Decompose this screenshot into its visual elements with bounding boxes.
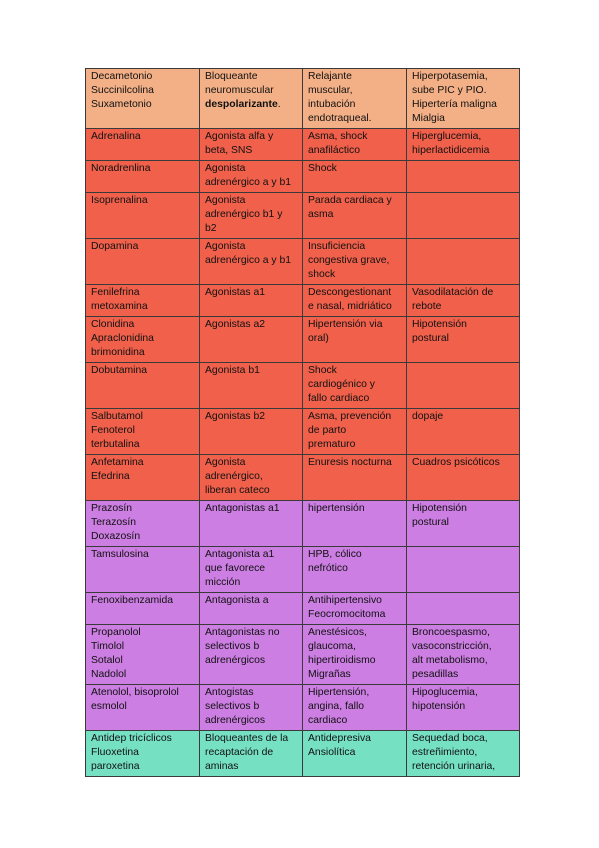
- indication-cell: Descongestionant e nasal, midriático: [302, 284, 407, 317]
- side-effects-cell: Hiperpotasemia, sube PIC y PIO. Hiperter…: [406, 68, 520, 129]
- drug-name-cell: Atenolol, bisoprolol esmolol: [85, 684, 200, 731]
- drug-name-cell: Propanolol Timolol Sotalol Nadolol: [85, 624, 200, 685]
- drug-name-cell: Salbutamol Fenoterol terbutalina: [85, 408, 200, 455]
- table-row: Propanolol Timolol Sotalol Nadolol Antago…: [85, 624, 520, 685]
- mechanism-cell: Agonista adrenérgico b1 y b2: [199, 192, 303, 239]
- drug-name-cell: Decametonio Succinilcolina Suxametonio: [85, 68, 200, 129]
- drug-name-cell: Dobutamina: [85, 362, 200, 409]
- indication-cell: hipertensión: [302, 500, 407, 547]
- table-row: Anfetamina Efedrina Agonista adrenérgico,…: [85, 454, 520, 501]
- indication-cell: Parada cardiaca y asma: [302, 192, 407, 239]
- drug-name-cell: Anfetamina Efedrina: [85, 454, 200, 501]
- mechanism-cell: Agonista adrenérgico a y b1: [199, 238, 303, 285]
- table-row: Adrenalina Agonista alfa y beta, SNS Asma,…: [85, 128, 520, 161]
- side-effects-cell: Sequedad boca, estreñimiento, retención …: [406, 730, 520, 777]
- table-row: Clonidina Apraclonidina brimonidina Agoni…: [85, 316, 520, 363]
- mechanism-cell: Antagonista a1 que favorece micción: [199, 546, 303, 593]
- side-effects-cell: Broncoespasmo, vasoconstricción, alt met…: [406, 624, 520, 685]
- drug-name-cell: Isoprenalina: [85, 192, 200, 239]
- table-row: Dobutamina Agonista b1 Shock cardiogénico …: [85, 362, 520, 409]
- indication-cell: Antidepresiva Ansiolítica: [302, 730, 407, 777]
- drug-name-cell: Tamsulosina: [85, 546, 200, 593]
- mechanism-cell: Antagonista a: [199, 592, 303, 625]
- indication-cell: Enuresis nocturna: [302, 454, 407, 501]
- table-row: Prazosín Terazosín Doxazosín Antagonistas…: [85, 500, 520, 547]
- mechanism-text: Bloqueante neuromuscular: [205, 71, 274, 96]
- side-effects-cell: [406, 592, 520, 625]
- table-row: Isoprenalina Agonista adrenérgico b1 y b2…: [85, 192, 520, 239]
- drug-table-body: Decametonio Succinilcolina Suxametonio B…: [85, 68, 520, 777]
- mechanism-cell: Antogistas selectivos b adrenérgicos: [199, 684, 303, 731]
- mechanism-cell: Agonista b1: [199, 362, 303, 409]
- table-row: Salbutamol Fenoterol terbutalina Agonista…: [85, 408, 520, 455]
- side-effects-cell: [406, 546, 520, 593]
- table-row: Noradrenlina Agonista adrenérgico a y b1 S…: [85, 160, 520, 193]
- drug-name-cell: Dopamina: [85, 238, 200, 285]
- table-row: Atenolol, bisoprolol esmolol Antogistas s…: [85, 684, 520, 731]
- mechanism-cell: Agonista adrenérgico, liberan cateco: [199, 454, 303, 501]
- side-effects-cell: Hipoglucemia, hipotensión: [406, 684, 520, 731]
- mechanism-suffix: .: [277, 99, 281, 110]
- indication-cell: Insuficiencia congestiva grave, shock: [302, 238, 407, 285]
- mechanism-cell: Bloqueantes de la recaptación de aminas: [199, 730, 303, 777]
- table-row: Antidep tricíclicos Fluoxetina paroxetin…: [85, 730, 520, 777]
- mechanism-emphasis: despolarizante: [205, 99, 278, 110]
- drug-table: Decametonio Succinilcolina Suxametonio B…: [85, 68, 520, 777]
- mechanism-cell: Agonista alfa y beta, SNS: [199, 128, 303, 161]
- side-effects-cell: [406, 238, 520, 285]
- table-row: Fenoxibenzamida Antagonista a Antihiperten…: [85, 592, 520, 625]
- indication-cell: Shock: [302, 160, 407, 193]
- indication-cell: Relajante muscular, intubación endotraqu…: [302, 68, 407, 129]
- mechanism-cell: Agonistas b2: [199, 408, 303, 455]
- drug-name-cell: Fenoxibenzamida: [85, 592, 200, 625]
- side-effects-cell: Hipotensión postural: [406, 500, 520, 547]
- side-effects-cell: Hipotensión postural: [406, 316, 520, 363]
- mechanism-cell: Agonistas a1: [199, 284, 303, 317]
- side-effects-cell: Vasodilatación de rebote: [406, 284, 520, 317]
- mechanism-cell: Antagonistas no selectivos b adrenérgico…: [199, 624, 303, 685]
- drug-name-cell: Prazosín Terazosín Doxazosín: [85, 500, 200, 547]
- drug-name-cell: Fenilefrina metoxamina: [85, 284, 200, 317]
- indication-cell: Shock cardiogénico y fallo cardiaco: [302, 362, 407, 409]
- indication-cell: Anestésicos, glaucoma, hipertiroidismo M…: [302, 624, 407, 685]
- table-row: Fenilefrina metoxamina Agonistas a1 Descon…: [85, 284, 520, 317]
- drug-name-cell: Antidep tricíclicos Fluoxetina paroxetin…: [85, 730, 200, 777]
- drug-name-cell: Noradrenlina: [85, 160, 200, 193]
- side-effects-cell: [406, 160, 520, 193]
- side-effects-cell: Hiperglucemia, hiperlactidicemia: [406, 128, 520, 161]
- mechanism-cell: Agonistas a2: [199, 316, 303, 363]
- side-effects-cell: Cuadros psicóticos: [406, 454, 520, 501]
- side-effects-cell: [406, 192, 520, 239]
- indication-cell: Asma, shock anafiláctico: [302, 128, 407, 161]
- drug-name-cell: Clonidina Apraclonidina brimonidina: [85, 316, 200, 363]
- side-effects-cell: [406, 362, 520, 409]
- drug-name-cell: Adrenalina: [85, 128, 200, 161]
- indication-cell: Hipertensión, angina, fallo cardiaco: [302, 684, 407, 731]
- indication-cell: HPB, cólico nefrótico: [302, 546, 407, 593]
- table-row: Dopamina Agonista adrenérgico a y b1 Insuf…: [85, 238, 520, 285]
- indication-cell: Antihipertensivo Feocromocitoma: [302, 592, 407, 625]
- mechanism-cell: Antagonistas a1: [199, 500, 303, 547]
- indication-cell: Asma, prevención de parto prematuro: [302, 408, 407, 455]
- table-row: Decametonio Succinilcolina Suxametonio B…: [85, 68, 520, 129]
- mechanism-cell: Agonista adrenérgico a y b1: [199, 160, 303, 193]
- mechanism-cell: Bloqueante neuromuscular despolarizante.: [199, 68, 303, 129]
- table-row: Tamsulosina Antagonista a1 que favorece m…: [85, 546, 520, 593]
- indication-cell: Hipertensión via oral): [302, 316, 407, 363]
- side-effects-cell: dopaje: [406, 408, 520, 455]
